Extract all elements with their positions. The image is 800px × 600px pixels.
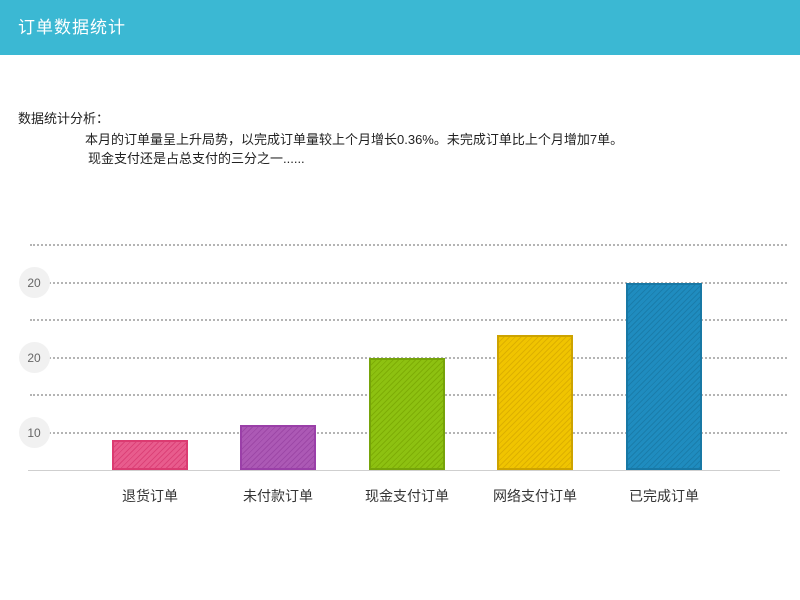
bar-label-5: 已完成订单: [629, 488, 699, 504]
header-bar: 订单数据统计: [0, 0, 800, 55]
gridline: [30, 244, 787, 246]
analysis-label: 数据统计分析：: [18, 111, 110, 126]
bar-label-2: 未付款订单: [243, 488, 313, 504]
y-axis-badge: 20: [18, 267, 50, 298]
chart-bar-5: [626, 282, 702, 470]
y-axis-badge: 20: [18, 342, 50, 373]
y-axis-badge: 10: [18, 417, 50, 448]
page-title: 订单数据统计: [18, 18, 126, 37]
bar-label-4: 网络支付订单: [493, 488, 577, 504]
analysis-line-1: 本月的订单量呈上升局势，以完成订单量较上个月增长0.36%。未完成订单比上个月增…: [85, 132, 624, 147]
gridline: [30, 319, 787, 321]
chart-bar-2: [240, 425, 316, 470]
bar-label-3: 现金支付订单: [365, 488, 449, 504]
gridline: [30, 281, 787, 284]
chart-bar-4: [497, 335, 573, 470]
bar-label-1: 退货订单: [122, 488, 178, 504]
x-axis-line: [28, 470, 780, 471]
analysis-line-2: 现金支付还是占总支付的三分之一......: [88, 151, 305, 166]
chart-bar-1: [112, 440, 188, 470]
chart-bar-3: [369, 357, 445, 470]
